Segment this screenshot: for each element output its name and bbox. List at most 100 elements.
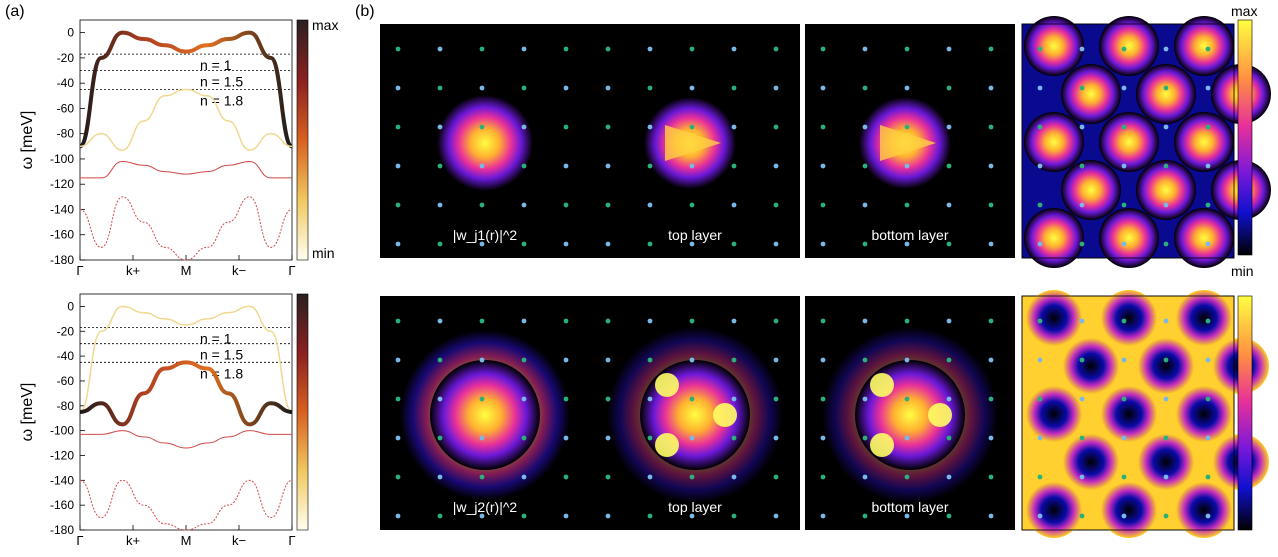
lattice-dot bbox=[988, 124, 994, 130]
lattice-dot bbox=[1079, 396, 1085, 402]
lattice-dot bbox=[1079, 85, 1085, 91]
lattice-hole bbox=[1101, 386, 1157, 442]
lattice-dot bbox=[1079, 46, 1085, 52]
lattice-dot bbox=[1079, 513, 1085, 519]
lattice-hole bbox=[1063, 434, 1119, 490]
lattice-hole bbox=[1176, 386, 1232, 442]
lattice-dot bbox=[689, 435, 695, 441]
xtick-label: k+ bbox=[126, 263, 140, 278]
lattice-dot bbox=[1205, 241, 1211, 247]
lattice-dot bbox=[1037, 241, 1043, 247]
density-blob bbox=[430, 360, 540, 470]
lattice-dot bbox=[1205, 124, 1211, 130]
lattice-dot bbox=[1037, 396, 1043, 402]
lattice-dot bbox=[1121, 318, 1127, 324]
ytick-label: -60 bbox=[57, 101, 75, 115]
lattice-blob bbox=[1061, 64, 1121, 124]
lattice-dot bbox=[1079, 318, 1085, 324]
lattice-dot bbox=[1037, 124, 1043, 130]
heatmap-0-0: |w_j1(r)|^2 bbox=[380, 24, 590, 258]
ytick-label: -80 bbox=[57, 127, 75, 141]
lattice-dot bbox=[731, 163, 737, 169]
lattice-dot bbox=[1121, 357, 1127, 363]
lattice-dot bbox=[773, 357, 779, 363]
band-line-top bbox=[78, 30, 294, 149]
lattice-dot bbox=[904, 396, 910, 402]
lattice-dot bbox=[1205, 163, 1211, 169]
lattice-dot bbox=[395, 318, 401, 324]
lattice-dot bbox=[988, 318, 994, 324]
lattice-dot bbox=[479, 202, 485, 208]
lattice-dot bbox=[731, 513, 737, 519]
lattice-dot bbox=[946, 435, 952, 441]
filling-label: n = 1 bbox=[200, 331, 232, 347]
colorbar-a-top-min: min bbox=[312, 245, 335, 261]
lattice-blob bbox=[1174, 112, 1234, 172]
lattice-hole bbox=[1101, 290, 1157, 346]
lattice-dot bbox=[395, 474, 401, 480]
lattice-dot bbox=[988, 435, 994, 441]
lattice-dot bbox=[521, 435, 527, 441]
lattice-dot bbox=[1079, 163, 1085, 169]
lattice-dot bbox=[773, 85, 779, 91]
xtick-label: k− bbox=[232, 263, 246, 278]
lattice-dot bbox=[1079, 474, 1085, 480]
lattice-dot bbox=[946, 474, 952, 480]
lattice-hole bbox=[1026, 290, 1082, 346]
lattice-dot bbox=[521, 513, 527, 519]
lattice-dot bbox=[1121, 241, 1127, 247]
lattice-dot bbox=[731, 85, 737, 91]
lattice-dot bbox=[395, 513, 401, 519]
heatmap-label: top layer bbox=[668, 499, 722, 515]
ytick-label: 0 bbox=[67, 26, 74, 40]
lattice-blob bbox=[1061, 160, 1121, 220]
lattice-blob bbox=[1099, 208, 1159, 268]
lattice-blob bbox=[1174, 16, 1234, 76]
lattice-dot bbox=[437, 513, 443, 519]
lattice-dot bbox=[1121, 513, 1127, 519]
lattice-dot bbox=[1163, 202, 1169, 208]
lattice-dot bbox=[437, 357, 443, 363]
ytick-label: -180 bbox=[50, 523, 74, 537]
y-axis-label: ω [meV] bbox=[19, 383, 36, 442]
lattice-hole bbox=[1101, 482, 1157, 538]
lattice-dot bbox=[1205, 318, 1211, 324]
heatmap-label: |w_j1(r)|^2 bbox=[453, 227, 518, 243]
lattice-dot bbox=[1163, 163, 1169, 169]
band-line-third bbox=[80, 430, 292, 449]
lattice-dot bbox=[904, 241, 910, 247]
lattice-dot bbox=[820, 46, 826, 52]
lattice-dot bbox=[563, 163, 569, 169]
lattice-dot bbox=[563, 474, 569, 480]
lattice-blob bbox=[1099, 16, 1159, 76]
lattice-dot bbox=[605, 396, 611, 402]
lattice-dot bbox=[479, 46, 485, 52]
lattice-dot bbox=[647, 124, 653, 130]
lattice-dot bbox=[1163, 357, 1169, 363]
lattice-dot bbox=[521, 357, 527, 363]
lattice-dot bbox=[689, 124, 695, 130]
lattice-dot bbox=[862, 241, 868, 247]
xtick-label: k+ bbox=[126, 533, 140, 548]
lattice-dot bbox=[605, 124, 611, 130]
lattice-dot bbox=[437, 435, 443, 441]
ytick-label: -140 bbox=[50, 202, 74, 216]
density-lobe bbox=[870, 433, 894, 457]
lattice-dot bbox=[946, 241, 952, 247]
lattice-dot bbox=[904, 318, 910, 324]
lattice-dot bbox=[1079, 357, 1085, 363]
lattice-dot bbox=[946, 396, 952, 402]
lattice-dot bbox=[988, 474, 994, 480]
lattice-dot bbox=[904, 85, 910, 91]
density-lobe bbox=[713, 403, 737, 427]
lattice-blob bbox=[1024, 16, 1084, 76]
lattice-dot bbox=[773, 46, 779, 52]
lattice-hole bbox=[1026, 482, 1082, 538]
lattice-dot bbox=[773, 124, 779, 130]
lattice-dot bbox=[1163, 318, 1169, 324]
lattice-dot bbox=[647, 435, 653, 441]
lattice-dot bbox=[1037, 85, 1043, 91]
lattice-dot bbox=[689, 357, 695, 363]
lattice-blob bbox=[1024, 112, 1084, 172]
lattice-dot bbox=[773, 241, 779, 247]
